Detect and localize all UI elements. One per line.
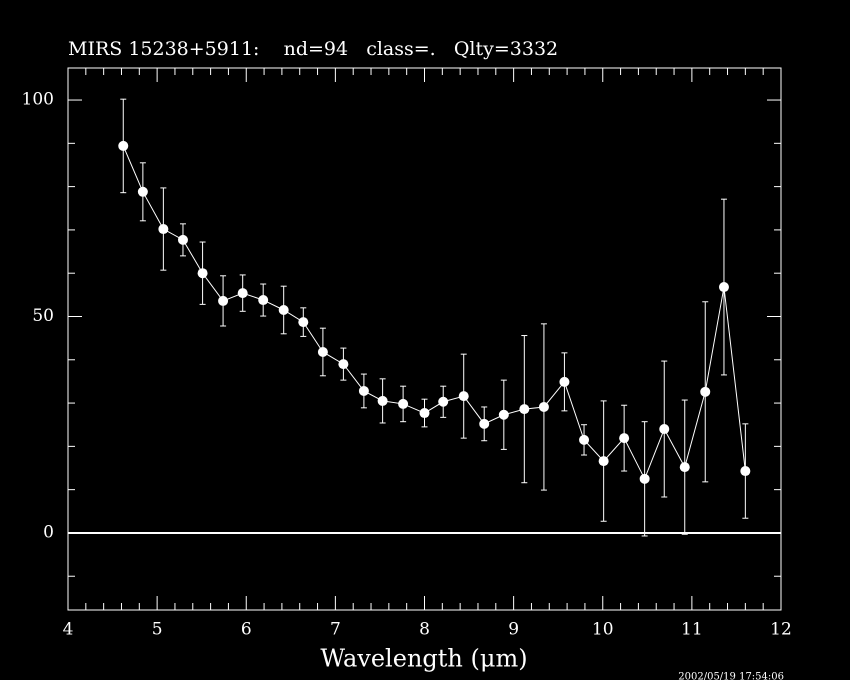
timestamp: 2002/05/19 17:54:06 [678, 672, 784, 680]
x-tick-label: 10 [592, 620, 614, 640]
data-point [700, 386, 711, 397]
x-tick-label: 11 [681, 620, 703, 640]
data-point [659, 424, 670, 435]
data-point [718, 282, 729, 293]
x-tick-label: 7 [330, 620, 341, 640]
data-point [278, 304, 289, 315]
x-tick-label: 4 [63, 620, 74, 640]
y-tick-label: 100 [22, 90, 54, 110]
data-point [598, 456, 609, 467]
x-tick-label: 6 [241, 620, 252, 640]
data-point [740, 466, 751, 477]
data-point [398, 398, 409, 409]
data-point [498, 409, 509, 420]
data-point [298, 317, 309, 328]
data-point [237, 288, 248, 299]
data-point [358, 385, 369, 396]
x-tick-label: 12 [770, 620, 792, 640]
data-point [218, 295, 229, 306]
data-point [479, 418, 490, 429]
data-point [438, 396, 449, 407]
y-tick-label: 0 [43, 522, 54, 542]
data-point [338, 359, 349, 370]
data-point [158, 224, 169, 235]
data-point [317, 346, 328, 357]
x-tick-label: 8 [419, 620, 430, 640]
x-tick-label: 9 [508, 620, 519, 640]
data-point [258, 295, 269, 306]
data-point [377, 395, 388, 406]
data-point [137, 186, 148, 197]
data-point [619, 433, 630, 444]
y-tick-label: 50 [32, 306, 54, 326]
data-point [679, 462, 690, 473]
x-axis-label: Wavelength (μm) [320, 645, 527, 673]
data-point [197, 268, 208, 279]
chart-title: MIRS 15238+5911: nd=94 class=. Qlty=3332 [68, 38, 558, 60]
data-point [538, 401, 549, 412]
data-point [579, 434, 590, 445]
data-point [419, 408, 430, 419]
data-point [177, 234, 188, 245]
data-point [118, 140, 129, 151]
data-point [519, 404, 530, 415]
data-line [122, 145, 746, 481]
plot-frame [67, 67, 782, 611]
data-point [458, 391, 469, 402]
data-point [639, 473, 650, 484]
x-tick-label: 5 [152, 620, 163, 640]
data-point [559, 376, 570, 387]
